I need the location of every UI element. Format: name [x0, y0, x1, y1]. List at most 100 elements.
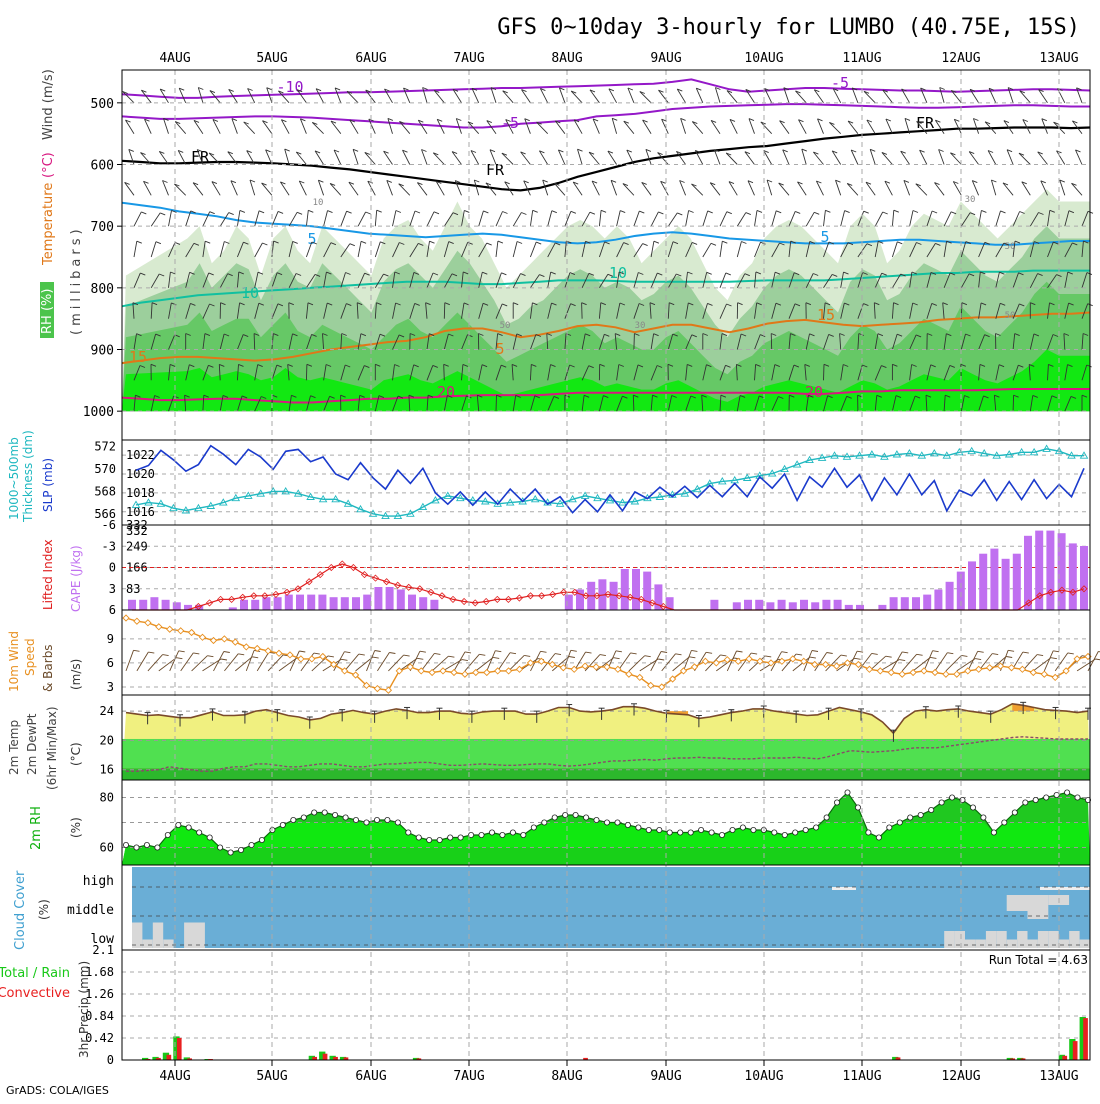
rh-point [667, 830, 672, 835]
cape-bar [374, 587, 382, 610]
cape-bar [262, 597, 270, 610]
rh-point [155, 845, 160, 850]
x-label-top: 12AUG [941, 51, 980, 66]
x-label-bottom: 9AUG [650, 1069, 681, 1084]
cape-bar [856, 605, 864, 610]
rh-point [186, 825, 191, 830]
wind-barb [633, 395, 634, 411]
cape-bar [251, 600, 259, 610]
cloud-label-2: (%) [37, 899, 51, 920]
rh-point [824, 815, 829, 820]
rh-point [594, 817, 599, 822]
contour-label-11: 15 [129, 348, 147, 366]
x-label-bottom: 8AUG [551, 1069, 582, 1084]
thick-label-3: SLP (mb) [41, 458, 55, 512]
rh-point [845, 790, 850, 795]
rh-point [615, 820, 620, 825]
cloud-level-middle: middle [67, 903, 114, 918]
cape-tick-label: 83 [126, 582, 140, 596]
thickness-tick-label: 572 [94, 440, 116, 454]
cape-bar [1002, 559, 1010, 610]
cape-bar [990, 549, 998, 610]
precip-convective-bar [323, 1054, 328, 1060]
rh-point [719, 832, 724, 837]
cape-bar [1080, 546, 1088, 610]
li-tick-label: 0 [109, 561, 116, 575]
rh-point [406, 830, 411, 835]
cloud-level-high: high [83, 874, 114, 889]
cloud-low-gap [955, 931, 965, 948]
rh-point [834, 800, 839, 805]
rh-contour-label-4: 30 [635, 321, 646, 331]
rh-point [1054, 792, 1059, 797]
chart-title: GFS 0~10day 3-hourly for LUMBO (40.75E, … [497, 15, 1080, 40]
rh-label-1: 2m RH [29, 806, 44, 850]
cape-bar [352, 597, 360, 610]
rh-point [1044, 795, 1049, 800]
upper-ytick-label: 600 [91, 159, 114, 174]
li-tick-label: 3 [109, 582, 116, 596]
contour-label-5: FR [916, 114, 935, 132]
rh-point [510, 830, 515, 835]
thickness-tick-label: 570 [94, 462, 116, 476]
rh-point [688, 830, 693, 835]
cape-bar [822, 600, 830, 610]
upper-wind-label: Wind (m/s) [41, 69, 56, 140]
rh-point [866, 830, 871, 835]
rh-point [531, 825, 536, 830]
rh-point [950, 795, 955, 800]
cape-bar [811, 602, 819, 610]
rh-point [427, 837, 432, 842]
rh-point [573, 812, 578, 817]
rh-point [939, 800, 944, 805]
rh-point [448, 835, 453, 840]
wind-barb [582, 303, 583, 319]
cape-bar [430, 600, 438, 610]
rh-contour-label-0: 10 [313, 198, 324, 208]
x-label-top: 8AUG [551, 51, 582, 66]
temp-tick-label: 20 [100, 733, 114, 747]
rh-point [991, 830, 996, 835]
cloud-mid-gap [1007, 895, 1028, 911]
rh-point [259, 837, 264, 842]
rh-point [176, 822, 181, 827]
rh-point [876, 835, 881, 840]
rh-point [437, 837, 442, 842]
upper-ytick-label: 800 [91, 282, 114, 297]
x-label-bottom: 13AUG [1039, 1069, 1078, 1084]
wind-tick-label: 6 [107, 656, 114, 670]
cloud-low-gap [1059, 940, 1069, 949]
cape-bar [632, 569, 640, 610]
rh-point [165, 832, 170, 837]
cloud-low-gap [1017, 931, 1027, 948]
rh-point [730, 827, 735, 832]
x-label-bottom: 4AUG [159, 1069, 190, 1084]
upper-mb-label: (millibars) [69, 225, 84, 335]
rh-point [249, 842, 254, 847]
wind-barb [254, 334, 255, 350]
x-label-bottom: 12AUG [941, 1069, 980, 1084]
x-label-bottom: 5AUG [256, 1069, 287, 1084]
thickness-tick-label: 568 [94, 484, 116, 498]
cape-bar [386, 587, 394, 610]
rh-point [228, 850, 233, 855]
wind-barb [496, 395, 497, 411]
rh-point [604, 820, 609, 825]
rh-point [291, 817, 296, 822]
wind-barb [824, 364, 825, 380]
rh-point [500, 832, 505, 837]
footer-credit: GrADS: COLA/IGES [6, 1084, 109, 1097]
slp-tick-label: 1016 [126, 505, 155, 519]
x-label-top: 7AUG [453, 51, 484, 66]
cape-bar [1013, 554, 1021, 610]
wind-tick-label: 9 [107, 632, 114, 646]
cape-bar [643, 572, 651, 610]
temp-label-2: 2m DewPt [25, 713, 39, 775]
wind-barb [1013, 395, 1014, 411]
rh-point [1002, 820, 1007, 825]
upper-ytick-label: 500 [91, 97, 114, 112]
wind-barb [634, 334, 635, 350]
cloud-low-gap [996, 931, 1006, 948]
cloud-low-gap [153, 923, 163, 949]
